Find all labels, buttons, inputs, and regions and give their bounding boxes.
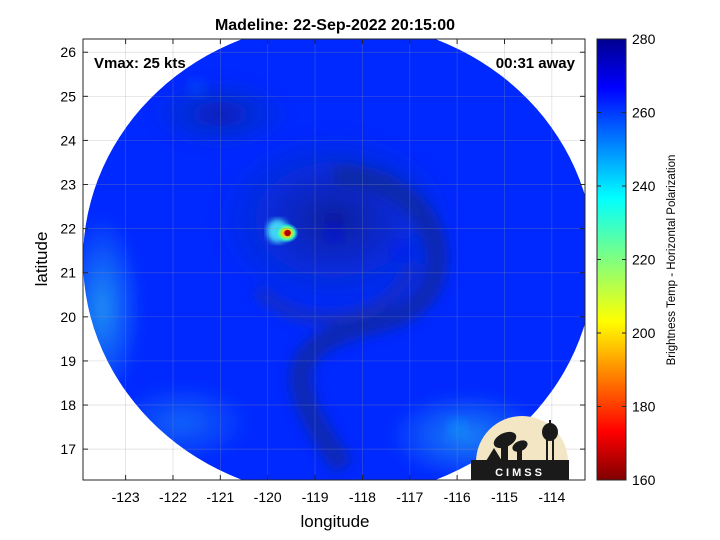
colorbar-tick-label: 260 — [632, 105, 656, 121]
y-tick-label: 18 — [60, 397, 76, 413]
microwave-swath — [83, 39, 585, 480]
spiral-band — [390, 240, 411, 261]
y-tick-label: 23 — [60, 177, 76, 193]
x-tick-label: -121 — [206, 489, 234, 505]
colorbar-tick-label: 200 — [632, 325, 656, 341]
y-tick-label: 25 — [60, 88, 76, 104]
water-tower-icon — [542, 420, 558, 461]
y-tick-label: 22 — [60, 221, 76, 237]
x-tick-label: -122 — [159, 489, 187, 505]
x-tick-label: -114 — [538, 489, 565, 505]
x-tick-label: -120 — [254, 489, 282, 505]
plot-area — [83, 39, 585, 480]
x-tick-label: -115 — [491, 489, 518, 505]
colorbar: 160 180 200 220 240 260 280 Brightness Temp - … — [596, 31, 678, 488]
colorbar-label: Brightness Temp - Horizontal Polarizatio… — [666, 155, 678, 366]
colorbar-ticks: 160 180 200 220 240 260 280 — [597, 31, 656, 488]
x-tick-label: -117 — [396, 489, 423, 505]
colorbar-tick-label: 160 — [632, 472, 656, 488]
warm-coast-region — [447, 417, 468, 438]
convective-cell — [266, 219, 299, 244]
colorbar-tick-label: 240 — [632, 178, 656, 194]
y-tick-label: 24 — [60, 132, 76, 148]
x-axis-label: longitude — [300, 512, 369, 531]
y-tick-label: 21 — [60, 265, 76, 281]
colorbar-tick-label: 280 — [632, 31, 656, 47]
y-axis-label: latitude — [32, 232, 51, 287]
colorbar-tick-label: 220 — [632, 252, 656, 268]
y-tick-label: 17 — [60, 441, 76, 457]
grid — [83, 39, 585, 480]
colorbar-gradient — [596, 38, 627, 481]
colorbar-tick-label: 180 — [632, 399, 656, 415]
cimss-logo: CIMSS — [471, 416, 569, 480]
x-tick-label: -119 — [302, 489, 329, 505]
x-tick-label: -116 — [444, 489, 471, 505]
vmax-annotation: Vmax: 25 kts — [94, 55, 186, 72]
north-dry-region — [186, 77, 207, 98]
x-tick-label: -118 — [349, 489, 376, 505]
x-tick-label: -123 — [112, 489, 140, 505]
y-tick-label: 26 — [60, 44, 76, 60]
storm-core — [324, 223, 344, 244]
logo-text: CIMSS — [495, 467, 545, 479]
time-away-annotation: 00:31 away — [496, 55, 576, 72]
y-tick-label: 19 — [60, 353, 76, 369]
chart-title: Madeline: 22-Sep-2022 20:15:00 — [215, 17, 455, 34]
plot-frame — [82, 38, 586, 481]
x-axis-ticks: -123 -122 -121 -120 -119 -118 -117 -116 -115 -114 — [112, 39, 566, 505]
satellite-dish-icon — [486, 431, 528, 461]
y-axis-ticks: 17 18 19 20 21 22 23 24 25 26 — [60, 44, 585, 457]
y-tick-label: 20 — [60, 309, 76, 325]
